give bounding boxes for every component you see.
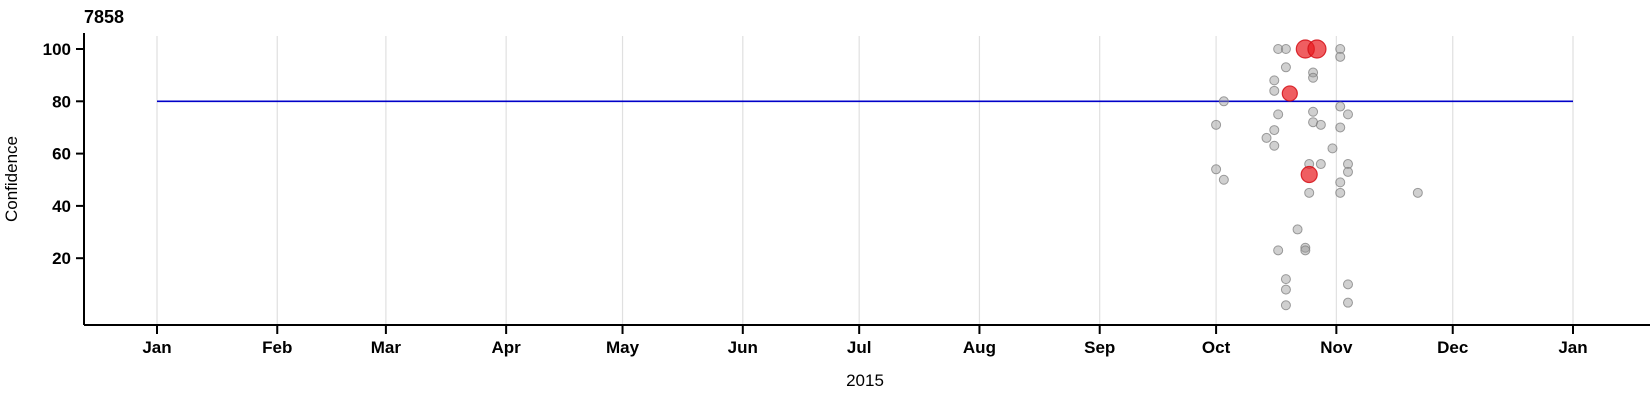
- chart-title: 7858: [84, 7, 124, 27]
- data-point-gray: [1280, 300, 1291, 311]
- data-point-gray: [1342, 109, 1353, 120]
- data-point-gray: [1335, 187, 1346, 198]
- data-point-gray: [1269, 140, 1280, 151]
- x-tick-label: Nov: [1320, 338, 1353, 357]
- data-point-gray: [1269, 75, 1280, 86]
- data-point-gray: [1211, 164, 1222, 175]
- x-tick-label: Feb: [262, 338, 292, 357]
- data-point-gray: [1292, 224, 1303, 235]
- data-point-gray: [1304, 187, 1315, 198]
- data-point-highlighted: [1307, 39, 1327, 59]
- data-point-gray: [1308, 67, 1319, 78]
- data-point-gray: [1335, 44, 1346, 54]
- data-point-gray: [1342, 166, 1353, 177]
- data-point-gray: [1218, 96, 1229, 107]
- data-point-highlighted: [1281, 85, 1298, 102]
- data-point-gray: [1315, 159, 1326, 170]
- data-point-gray: [1280, 274, 1291, 285]
- x-tick-label: Jan: [1558, 338, 1587, 357]
- data-point-gray: [1280, 44, 1291, 54]
- data-point-gray: [1300, 245, 1311, 256]
- data-point-gray: [1335, 122, 1346, 133]
- data-point-gray: [1342, 297, 1353, 308]
- data-point-gray: [1261, 132, 1272, 143]
- data-point-gray: [1335, 101, 1346, 112]
- x-tick-label: Mar: [371, 338, 402, 357]
- data-point-gray: [1342, 279, 1353, 290]
- data-point-gray: [1280, 62, 1291, 73]
- data-point-gray: [1300, 242, 1311, 253]
- data-point-gray: [1335, 177, 1346, 188]
- x-tick-label: May: [606, 338, 640, 357]
- y-tick-label: 80: [52, 92, 71, 111]
- x-axis-label: 2015: [846, 371, 884, 390]
- data-point-gray: [1269, 85, 1280, 96]
- y-tick-label: 60: [52, 145, 71, 164]
- x-tick-label: Apr: [492, 338, 522, 357]
- data-point-highlighted: [1300, 165, 1318, 184]
- data-point-gray: [1315, 119, 1326, 130]
- x-tick-label: Oct: [1202, 338, 1231, 357]
- data-point-gray: [1308, 117, 1319, 128]
- y-axis-label: Confidence: [2, 136, 21, 222]
- x-tick-label: Jun: [728, 338, 758, 357]
- data-point-gray: [1273, 109, 1284, 120]
- y-tick-label: 100: [43, 40, 71, 59]
- data-point-gray: [1211, 119, 1222, 130]
- y-tick-label: 20: [52, 249, 71, 268]
- data-point-gray: [1412, 187, 1423, 198]
- data-point-gray: [1335, 51, 1346, 62]
- data-point-gray: [1308, 106, 1319, 117]
- y-tick-label: 40: [52, 197, 71, 216]
- data-point-gray: [1342, 159, 1353, 170]
- data-point-gray: [1273, 44, 1284, 54]
- x-tick-label: Jul: [847, 338, 872, 357]
- x-tick-label: Jan: [142, 338, 171, 357]
- data-point-gray: [1327, 143, 1338, 154]
- data-point-gray: [1269, 125, 1280, 136]
- data-point-gray: [1218, 174, 1229, 185]
- x-tick-label: Dec: [1437, 338, 1468, 357]
- data-point-gray: [1280, 284, 1291, 295]
- data-point-gray: [1273, 245, 1284, 256]
- data-point-gray: [1308, 72, 1319, 83]
- x-tick-label: Sep: [1084, 338, 1115, 357]
- x-tick-label: Aug: [963, 338, 996, 357]
